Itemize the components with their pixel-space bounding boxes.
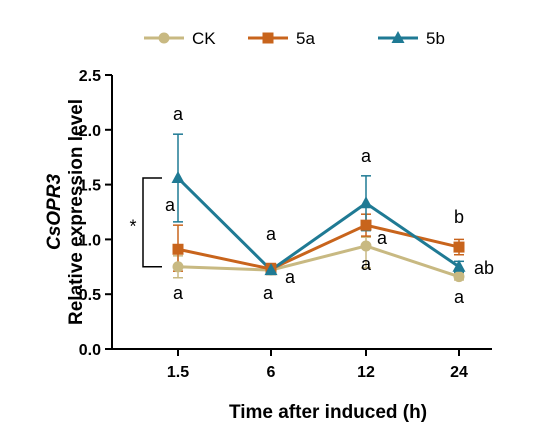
significance-asterisk: * bbox=[129, 216, 136, 236]
x-axis-title: Time after induced (h) bbox=[229, 402, 427, 423]
data-point-5a bbox=[360, 219, 372, 231]
data-point-5b bbox=[171, 171, 185, 184]
legend: CK 5a 5b bbox=[144, 29, 445, 48]
significance-label: a bbox=[377, 228, 388, 248]
x-tick-label: 24 bbox=[450, 364, 468, 381]
significance-label: a bbox=[263, 283, 274, 303]
significance-label: a bbox=[361, 146, 372, 166]
x-tick-label: 12 bbox=[357, 364, 375, 381]
significance-label: a bbox=[454, 287, 465, 307]
x-tick-label: 1.5 bbox=[167, 364, 189, 381]
legend-label-5a: 5a bbox=[296, 29, 315, 48]
significance-label: b bbox=[454, 207, 464, 227]
data-point-5a bbox=[172, 243, 184, 255]
y-axis-title-gene: CsOPR3 bbox=[44, 174, 65, 250]
significance-label: a bbox=[173, 283, 184, 303]
y-tick-label: 0.0 bbox=[79, 342, 101, 359]
significance-label: a bbox=[266, 224, 277, 244]
series-line-CK bbox=[177, 244, 460, 279]
y-tick-label: 1.0 bbox=[79, 232, 101, 249]
series-line-5b bbox=[176, 176, 460, 273]
data-point-5a bbox=[453, 241, 465, 253]
data-point-CK bbox=[172, 261, 184, 273]
y-tick-label: 2.5 bbox=[79, 68, 101, 85]
significance-label: a bbox=[173, 104, 184, 124]
significance-label: a bbox=[285, 267, 296, 287]
y-axis-title: CsOPR3 bbox=[44, 174, 65, 250]
y-axis-title-text: Relative expression level bbox=[66, 99, 87, 325]
axes: 0.0 0.5 1.0 1.5 2.0 2.5 1.5 6 12 24 bbox=[79, 68, 492, 381]
legend-label-CK: CK bbox=[192, 29, 216, 48]
data-point-CK bbox=[360, 240, 372, 252]
y-tick-label: 0.5 bbox=[79, 287, 101, 304]
significance-label: ab bbox=[474, 258, 494, 278]
data-point-5a bbox=[262, 32, 274, 44]
data-point-5b bbox=[359, 196, 373, 209]
significance-bracket bbox=[142, 177, 162, 268]
x-tick-label: 6 bbox=[267, 364, 276, 381]
data-point-5b bbox=[391, 31, 405, 43]
data-point-CK bbox=[453, 271, 465, 283]
data-point-5b bbox=[452, 259, 466, 272]
y-tick-label: 2.0 bbox=[79, 123, 101, 140]
significance-label: a bbox=[165, 195, 176, 215]
y-tick-label: 1.5 bbox=[79, 178, 101, 195]
data-point-CK bbox=[158, 32, 170, 44]
significance-label: a bbox=[361, 254, 372, 274]
legend-label-5b: 5b bbox=[426, 29, 445, 48]
data-point-5b bbox=[264, 263, 278, 276]
